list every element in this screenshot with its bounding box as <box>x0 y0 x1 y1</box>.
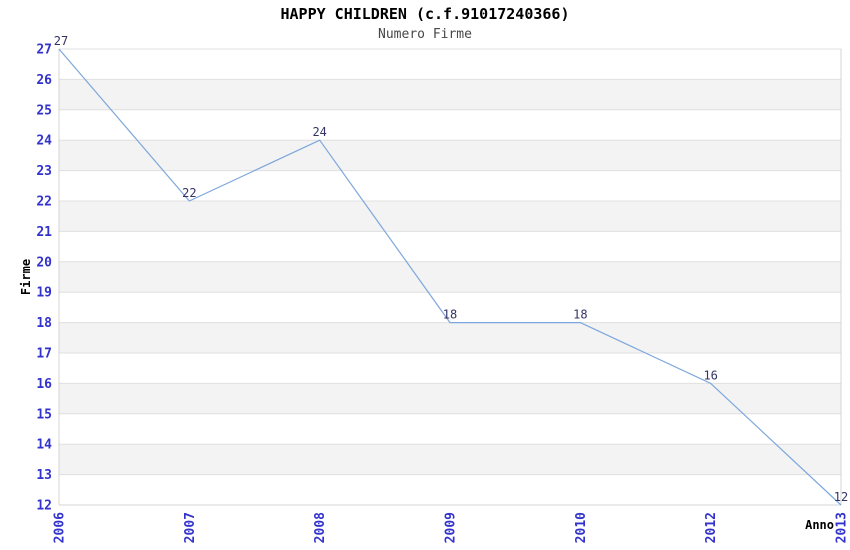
y-tick-label: 21 <box>36 225 52 240</box>
x-tick-label: 2013 <box>835 512 850 543</box>
y-tick-label: 18 <box>36 316 52 331</box>
plot-band <box>59 261 841 293</box>
y-tick-label: 27 <box>36 43 52 58</box>
x-tick-label: 2008 <box>313 512 328 543</box>
series-line <box>58 48 842 506</box>
y-tick-label: 23 <box>36 164 52 179</box>
plot-band <box>59 383 841 414</box>
x-tick-label: 2007 <box>183 512 198 543</box>
x-tick-label: 2012 <box>704 512 719 543</box>
plot-band <box>59 140 841 171</box>
plot-band <box>59 201 841 232</box>
x-axis-title: Anno <box>805 518 834 532</box>
point-label: 24 <box>312 125 326 139</box>
y-tick-label: 26 <box>36 73 52 88</box>
y-tick-label: 20 <box>36 255 52 270</box>
point-label: 16 <box>703 368 717 382</box>
y-tick-label: 13 <box>36 468 52 483</box>
plot-band <box>59 444 841 475</box>
y-axis-title: Firme <box>19 258 33 296</box>
y-tick-label: 25 <box>36 103 52 118</box>
plot-band <box>59 322 841 353</box>
y-tick-label: 19 <box>36 286 52 301</box>
chart-title: HAPPY CHILDREN (c.f.91017240366) <box>280 5 570 23</box>
point-label: 22 <box>182 186 196 200</box>
y-tick-label: 12 <box>36 499 52 514</box>
y-tick-label: 22 <box>36 195 52 210</box>
point-label: 18 <box>443 308 457 322</box>
y-tick-label: 24 <box>36 134 52 149</box>
point-label: 27 <box>54 34 68 48</box>
y-tick-label: 17 <box>36 347 52 362</box>
chart-subtitle: Numero Firme <box>378 27 472 42</box>
point-label: 12 <box>834 490 848 504</box>
x-tick-label: 2010 <box>574 512 589 543</box>
x-tick-label: 2006 <box>53 512 68 543</box>
x-tick-label: 2009 <box>444 512 459 543</box>
point-label: 18 <box>573 308 587 322</box>
plot-band <box>59 79 841 110</box>
y-tick-label: 14 <box>36 438 52 453</box>
y-tick-label: 16 <box>36 377 52 392</box>
y-tick-label: 15 <box>36 407 52 422</box>
